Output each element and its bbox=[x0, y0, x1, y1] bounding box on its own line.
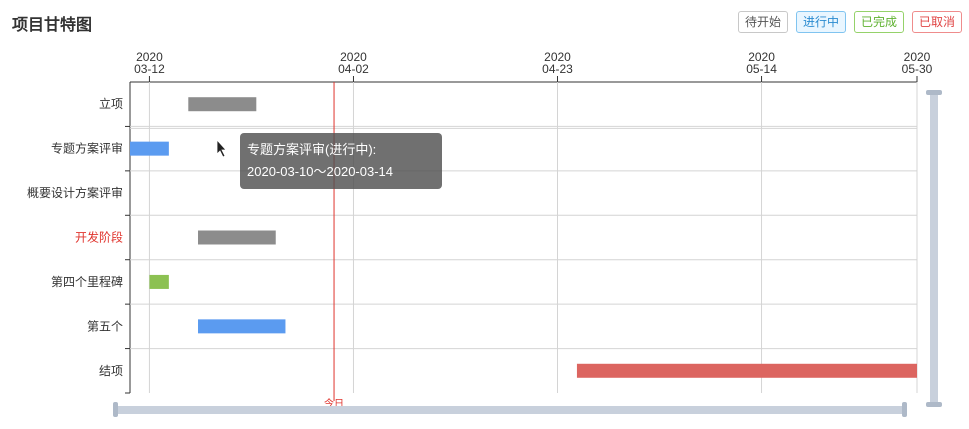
y-label-task: 第五个 bbox=[87, 319, 123, 333]
x-tick-year: 2020 bbox=[748, 50, 775, 64]
y-label-task: 专题方案评审 bbox=[51, 141, 123, 156]
legend-cancelled[interactable]: 已取消 bbox=[911, 11, 962, 33]
tooltip-range: 2020-03-10～2020-03-14 bbox=[247, 164, 393, 179]
task-bar bbox=[149, 274, 169, 289]
task-bar bbox=[576, 363, 917, 378]
legend-in-progress[interactable]: 进行中 bbox=[795, 11, 846, 33]
chart-title: 项目甘特图 bbox=[12, 17, 93, 34]
x-tick-date: 05-14 bbox=[746, 62, 777, 76]
task-bar bbox=[198, 319, 286, 334]
y-label-task: 立项 bbox=[99, 96, 123, 111]
y-label-task: 概要设计方案评审 bbox=[27, 185, 123, 200]
x-tick-date: 03-12 bbox=[134, 62, 165, 76]
y-label-task: 开发阶段 bbox=[75, 230, 123, 245]
mouse-cursor-icon bbox=[216, 138, 227, 158]
status-legend: 待开始 进行中 已完成 已取消 bbox=[737, 11, 962, 33]
horizontal-scrollbar-handle-right[interactable] bbox=[902, 402, 907, 417]
tooltip-title: 专题方案评审(进行中): bbox=[247, 142, 377, 157]
legend-pending[interactable]: 待开始 bbox=[737, 11, 788, 33]
y-label-task: 结项 bbox=[99, 364, 123, 378]
vertical-scrollbar-handle-top[interactable] bbox=[926, 90, 942, 95]
x-tick-year: 2020 bbox=[340, 50, 367, 64]
task-tooltip: 专题方案评审(进行中): 2020-03-10～2020-03-14 bbox=[240, 133, 442, 189]
x-tick-year: 2020 bbox=[904, 50, 931, 64]
task-bar bbox=[130, 141, 169, 156]
x-tick-date: 05-30 bbox=[902, 62, 933, 76]
vertical-scrollbar[interactable] bbox=[930, 92, 938, 405]
task-bar bbox=[198, 230, 276, 245]
x-tick-date: 04-23 bbox=[542, 62, 573, 76]
horizontal-scrollbar[interactable] bbox=[116, 406, 905, 414]
x-tick-year: 2020 bbox=[136, 50, 163, 64]
task-bar bbox=[188, 97, 257, 112]
legend-done[interactable]: 已完成 bbox=[853, 11, 904, 33]
vertical-scrollbar-handle-bottom[interactable] bbox=[926, 402, 942, 407]
x-tick-year: 2020 bbox=[544, 50, 571, 64]
y-label-task: 第四个里程碑 bbox=[51, 274, 123, 289]
x-tick-date: 04-02 bbox=[338, 62, 369, 76]
horizontal-scrollbar-handle-left[interactable] bbox=[113, 402, 118, 417]
